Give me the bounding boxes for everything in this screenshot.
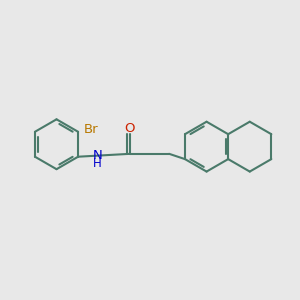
Text: N: N — [92, 149, 102, 162]
Text: O: O — [124, 122, 135, 135]
Text: H: H — [93, 157, 102, 170]
Text: Br: Br — [84, 123, 98, 136]
